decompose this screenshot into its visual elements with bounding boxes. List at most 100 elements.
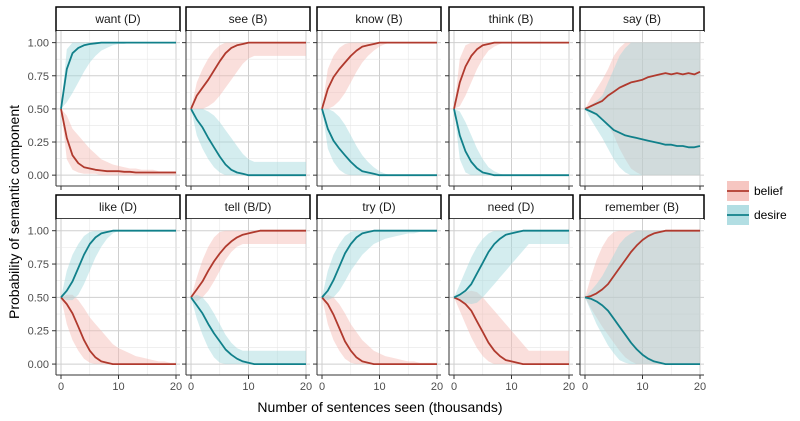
- series-line-desire: [584, 108, 701, 149]
- panel-strip-label: want (D): [94, 12, 140, 26]
- panel: try (D): [316, 194, 442, 376]
- series-line-belief: [60, 296, 176, 365]
- x-tick-label: 20: [170, 381, 182, 393]
- panel-strip-label: think (B): [489, 12, 534, 26]
- confidence-band-belief: [585, 230, 700, 365]
- confidence-band-belief: [454, 42, 569, 109]
- panel: know (B): [316, 6, 442, 187]
- panel: need (D): [448, 194, 574, 376]
- confidence-band-belief: [322, 294, 437, 365]
- panel-strip-label: know (B): [355, 12, 402, 26]
- confidence-band-belief: [191, 230, 306, 302]
- series-line-belief: [453, 296, 569, 365]
- series-line-belief: [190, 229, 306, 298]
- panel: think (B): [448, 6, 574, 187]
- confidence-band-desire: [322, 230, 437, 301]
- y-tick-label: 0.75: [28, 259, 49, 271]
- series-line-belief: [190, 41, 306, 110]
- x-tick-label: 0: [451, 381, 457, 393]
- panel: see (B): [185, 6, 311, 187]
- y-axis-title: Probability of semantic component: [6, 105, 22, 319]
- panel-strip-label: remember (B): [605, 200, 679, 214]
- legend-label-desire: desire: [754, 208, 787, 222]
- series-line-belief: [453, 41, 569, 110]
- y-tick-label: 0.25: [28, 137, 49, 149]
- panel-strip-label: tell (B/D): [225, 200, 272, 214]
- x-tick-label: 10: [636, 381, 648, 393]
- series-line-desire: [453, 108, 569, 177]
- y-tick-label: 1.00: [28, 38, 49, 50]
- confidence-band-desire: [191, 294, 306, 365]
- confidence-band-desire: [322, 108, 437, 176]
- x-tick-label: 20: [563, 381, 575, 393]
- y-tick-label: 0.75: [28, 71, 49, 83]
- series-line-belief: [584, 70, 701, 110]
- confidence-band-desire: [454, 230, 569, 305]
- x-tick-label: 10: [373, 381, 385, 393]
- x-tick-label: 0: [58, 381, 64, 393]
- series-line-desire: [584, 296, 700, 365]
- y-tick-label: 0.50: [28, 292, 49, 304]
- panel-strip: [55, 6, 181, 32]
- panel: remember (B): [579, 194, 705, 376]
- x-tick-label: 10: [505, 381, 517, 393]
- confidence-band-belief: [191, 42, 306, 109]
- series-line-desire: [60, 229, 176, 298]
- panel: say (B): [579, 6, 705, 187]
- x-axis-ticks: 0 10 20 0 10 20 0 10 20 0 10 20 0 10 20: [58, 186, 706, 393]
- y-tick-label: 0.00: [28, 359, 49, 371]
- panel-strip: [448, 6, 574, 32]
- confidence-band-desire: [61, 42, 176, 109]
- x-tick-label: 0: [188, 381, 194, 393]
- panel: like (D): [55, 194, 181, 376]
- confidence-band-desire: [454, 108, 569, 176]
- x-tick-label: 10: [112, 381, 124, 393]
- confidence-band-desire: [585, 230, 700, 365]
- x-tick-label: 20: [694, 381, 706, 393]
- y-tick-label: 1.00: [28, 226, 49, 238]
- series-line-belief: [321, 41, 437, 110]
- confidence-band-belief: [61, 294, 176, 365]
- confidence-band-belief: [585, 42, 700, 176]
- y-tick-label: 0.00: [28, 170, 49, 182]
- legend: belief desire: [727, 181, 787, 225]
- x-tick-label: 10: [242, 381, 254, 393]
- panel-strip: [448, 194, 574, 220]
- confidence-band-belief: [61, 108, 176, 176]
- series-line-desire: [60, 41, 176, 110]
- confidence-band-desire: [61, 230, 176, 301]
- panel-strip-label: need (D): [488, 200, 535, 214]
- x-tick-label: 0: [582, 381, 588, 393]
- series-line-desire: [321, 229, 437, 298]
- panel: want (D): [55, 6, 181, 187]
- x-tick-label: 0: [319, 381, 325, 393]
- panel-strip: [579, 194, 705, 220]
- series-line-desire: [190, 108, 306, 177]
- confidence-band-belief: [454, 290, 569, 365]
- confidence-band-belief: [322, 42, 437, 109]
- series-line-belief: [584, 229, 700, 299]
- panel-strip-label: say (B): [623, 12, 661, 26]
- y-tick-label: 0.50: [28, 104, 49, 116]
- series-line-belief: [321, 296, 437, 365]
- chart-panels: want (D) see (B) know (B) think (B) say (B) l…: [55, 6, 705, 376]
- x-tick-label: 20: [300, 381, 312, 393]
- panel-strip-label: like (D): [99, 200, 137, 214]
- legend-label-belief: belief: [754, 184, 783, 198]
- y-axis-ticks: 0.00 0.25 0.50 0.75 1.00 0.00 0.25 0.50 0.75 1.00: [28, 38, 580, 371]
- panel-strip: [316, 6, 442, 32]
- series-line-belief: [60, 108, 176, 174]
- panel-strip-label: try (D): [362, 200, 395, 214]
- panel: tell (B/D): [185, 194, 311, 376]
- panel-strip: [316, 194, 442, 220]
- y-tick-label: 0.25: [28, 326, 49, 338]
- series-line-desire: [190, 296, 306, 365]
- confidence-band-desire: [191, 108, 306, 176]
- confidence-band-desire: [585, 42, 700, 176]
- x-tick-label: 20: [431, 381, 443, 393]
- x-axis-title: Number of sentences seen (thousands): [257, 399, 502, 415]
- panel-strip-label: see (B): [229, 12, 268, 26]
- series-line-desire: [321, 108, 437, 177]
- series-line-desire: [453, 229, 569, 299]
